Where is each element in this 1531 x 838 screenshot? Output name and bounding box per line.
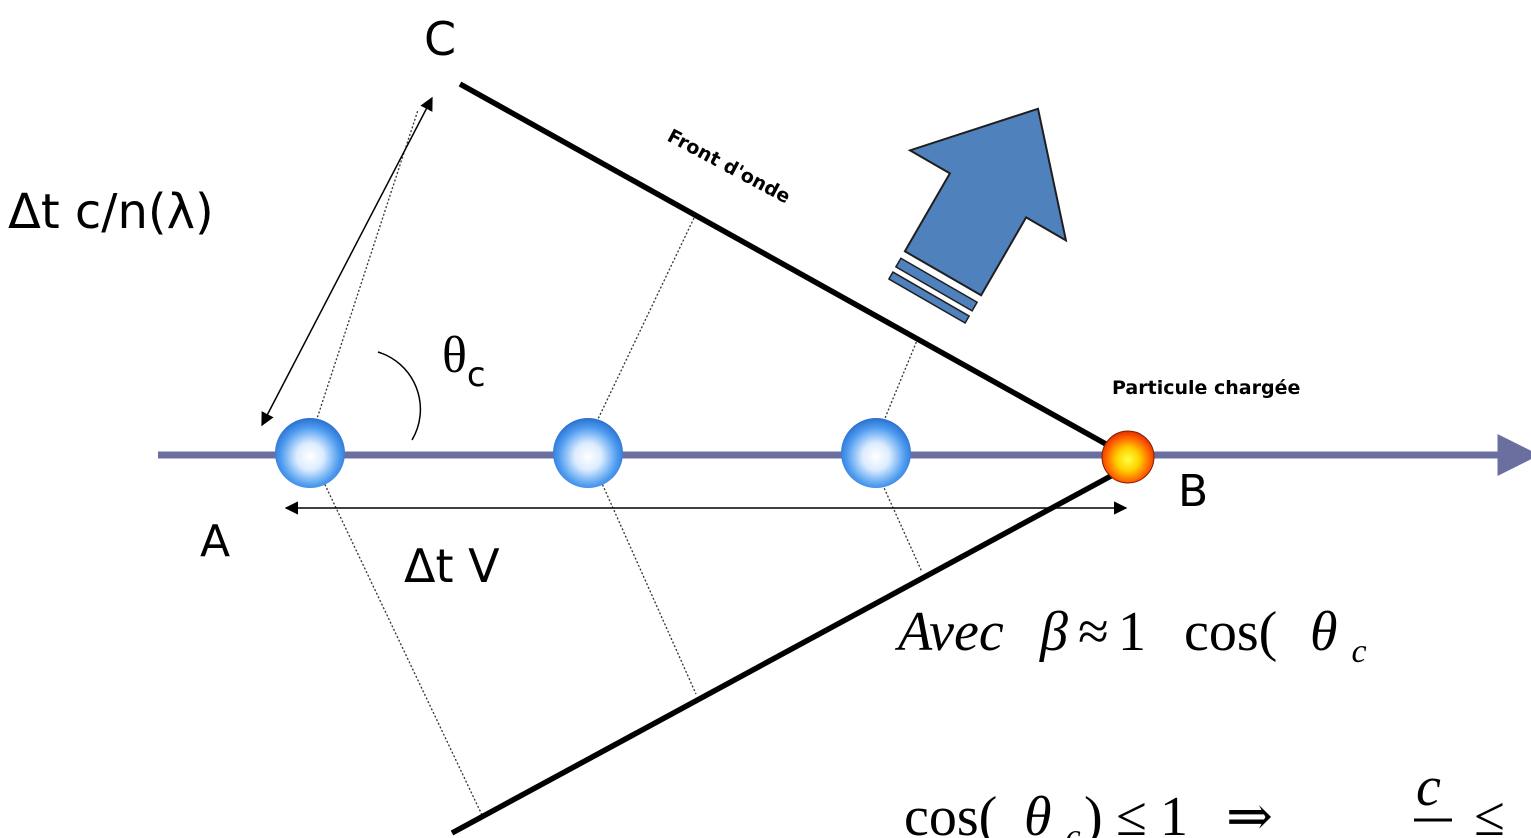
dotted-line-lower-3 xyxy=(875,469,923,573)
light-path-label: Δt c/n(λ) xyxy=(8,184,214,240)
dotted-line-upper-2 xyxy=(587,217,695,441)
point-label-a: A xyxy=(200,516,230,567)
equation-line-1: Avec β ≈ 1 cos( θ c xyxy=(894,601,1367,670)
emission-direction-arrow xyxy=(887,107,1068,325)
dotted-line-lower-1 xyxy=(317,469,483,816)
dotted-line-lower-2 xyxy=(595,469,697,695)
particle-path-label: Δt V xyxy=(404,539,500,593)
photon-sphere-3 xyxy=(841,418,911,488)
photon-sphere-1 xyxy=(275,418,345,488)
wavefront-upper xyxy=(458,81,1124,456)
angle-label: θc xyxy=(442,327,486,395)
equation-line-2: cos( θ c ) ≤ 1 ⇒ ≤ xyxy=(904,786,1505,838)
dotted-line-upper-1 xyxy=(309,109,419,441)
point-label-b: B xyxy=(1178,466,1208,517)
particle-label: Particule chargée xyxy=(1112,377,1300,399)
photon-sphere-2 xyxy=(553,418,623,488)
angle-arc xyxy=(377,351,422,441)
wavefront-label: Front d'onde xyxy=(664,125,794,208)
point-label-c: C xyxy=(424,12,456,66)
wavefront-lower xyxy=(450,467,1124,836)
charged-particle xyxy=(1101,430,1155,484)
equation-line-2-fraction-c: c xyxy=(1416,756,1441,818)
light-path-arrow xyxy=(261,96,433,427)
